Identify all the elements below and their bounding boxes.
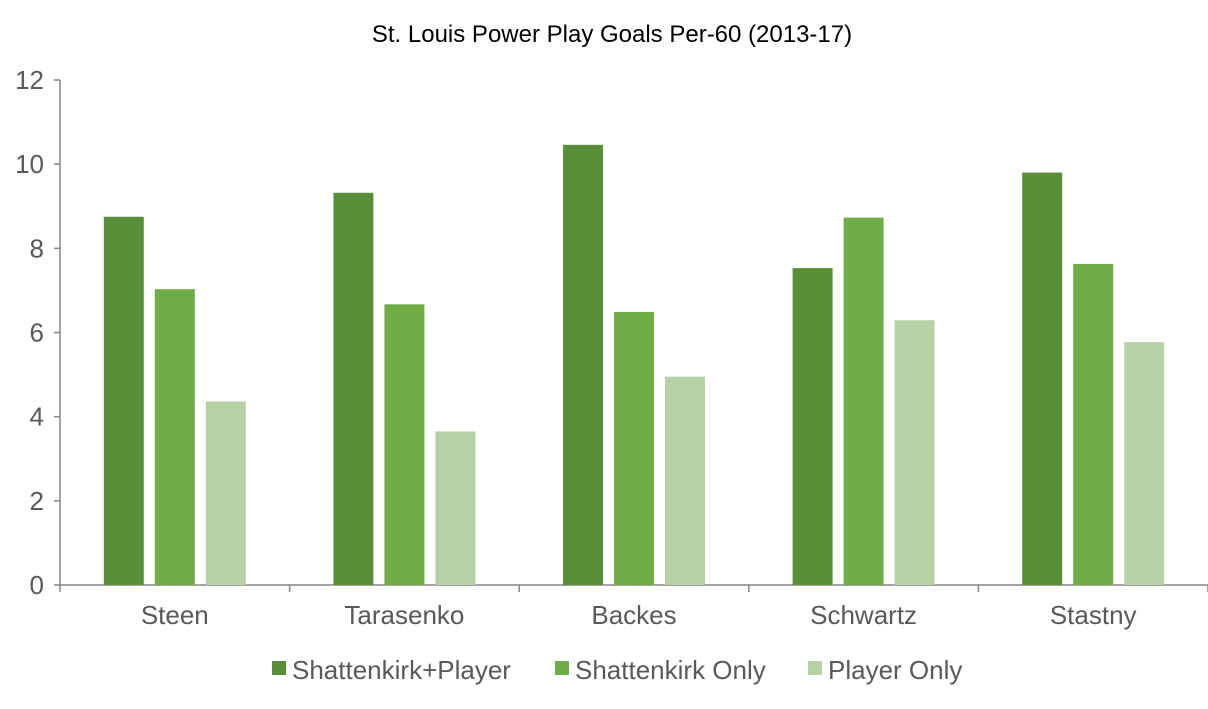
bar (205, 401, 246, 585)
y-tick-label: 4 (30, 402, 44, 432)
bar (563, 144, 603, 585)
bar (435, 431, 476, 585)
y-tick-label: 12 (15, 65, 44, 95)
legend-swatch (808, 661, 822, 675)
x-category-label: Backes (591, 600, 676, 630)
bar (843, 217, 884, 586)
y-tick-label: 0 (30, 570, 44, 600)
y-tick-label: 6 (30, 318, 44, 348)
bar (103, 216, 144, 586)
bar (154, 289, 195, 585)
x-axis: Steen Tarasenko Backes Schwartz Stastny (59, 584, 1208, 630)
bar (894, 320, 935, 585)
bars (103, 144, 1165, 586)
chart-title: St. Louis Power Play Goals Per-60 (2013-… (372, 21, 852, 48)
bar (614, 311, 654, 585)
legend-label: Shattenkirk Only (575, 655, 766, 685)
y-tick-label: 8 (30, 233, 44, 263)
legend-swatch (555, 661, 569, 675)
bar (792, 268, 833, 585)
x-category-label: Tarasenko (344, 600, 464, 630)
legend-label: Player Only (828, 655, 962, 685)
bar (665, 376, 705, 585)
y-axis: 0 2 4 6 8 10 12 (15, 65, 61, 600)
bar (1124, 342, 1165, 585)
bar (1073, 263, 1114, 585)
x-category-label: Stastny (1050, 600, 1137, 630)
bar (384, 304, 425, 585)
legend-label: Shattenkirk+Player (292, 655, 511, 685)
x-category-label: Schwartz (810, 600, 917, 630)
x-category-label: Steen (141, 600, 209, 630)
y-tick-label: 2 (30, 486, 44, 516)
bar (1022, 172, 1063, 586)
legend: Shattenkirk+Player Shattenkirk Only Player… (272, 655, 962, 685)
legend-swatch (272, 661, 286, 675)
y-tick-label: 10 (15, 149, 44, 179)
bar (333, 192, 374, 586)
